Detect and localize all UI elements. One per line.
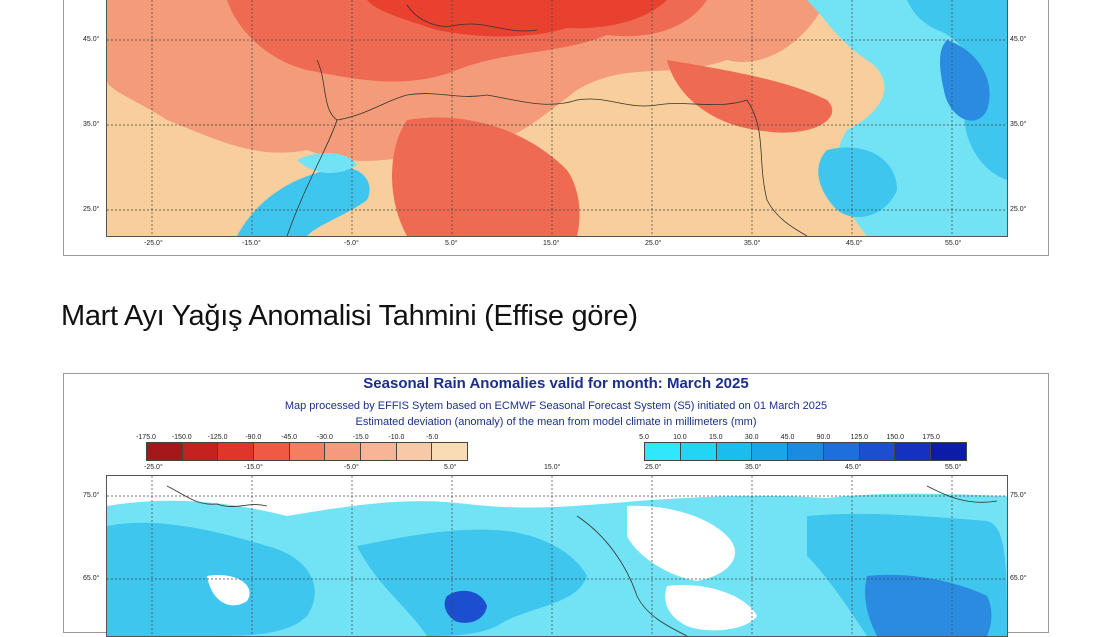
legend-label: -125.0 bbox=[207, 434, 228, 441]
rain-anomaly-panel: Seasonal Rain Anomalies valid for month:… bbox=[63, 373, 1049, 637]
legend-swatch bbox=[895, 443, 932, 460]
temperature-anomaly-map bbox=[106, 0, 1008, 237]
temperature-anomaly-graphic bbox=[107, 0, 1007, 236]
legend-label: -45.0 bbox=[281, 434, 298, 441]
legend-swatch bbox=[752, 443, 789, 460]
legend-label: 10.0 bbox=[673, 434, 687, 441]
top-lon-tick: 5.0° bbox=[445, 240, 458, 247]
top-lon-tick: 55.0° bbox=[945, 240, 962, 247]
top-lon-tick: 15.0° bbox=[543, 240, 560, 247]
top-lon-tick: 25.0° bbox=[645, 240, 662, 247]
positive-legend-labels: 5.0 10.0 15.0 30.0 45.0 90.0 125.0 150.0 175.0 bbox=[639, 434, 965, 444]
top-lat-tick-right: 45.0° bbox=[1010, 36, 1027, 43]
legend-swatch bbox=[182, 443, 219, 460]
legend-swatch bbox=[396, 443, 433, 460]
legend-label: 45.0 bbox=[780, 434, 795, 441]
legend-label: 90.0 bbox=[816, 434, 831, 441]
bottom-lon-tick: -5.0° bbox=[344, 464, 359, 471]
bottom-lat-tick-left: 75.0° bbox=[83, 492, 100, 499]
bottom-lon-tick: 15.0° bbox=[544, 464, 561, 471]
map-subtitle-units: Estimated deviation (anomaly) of the mea… bbox=[355, 416, 757, 428]
top-lon-tick: -15.0° bbox=[242, 240, 261, 247]
map-subtitle: Map processed by EFFIS Sytem based on EC… bbox=[284, 400, 828, 412]
legend-swatch bbox=[788, 443, 824, 460]
top-lon-tick: -5.0° bbox=[344, 240, 359, 247]
legend-label: -15.0 bbox=[352, 434, 369, 441]
top-lon-tick: 35.0° bbox=[744, 240, 761, 247]
legend-label: -5.0 bbox=[426, 434, 439, 441]
negative-legend-labels: -175.0 -150.0 -125.0 -90.0 -45.0 -30.0 -15.0 -1… bbox=[136, 434, 466, 444]
legend-label: 150.0 bbox=[886, 434, 904, 441]
bottom-lon-tick: 55.0° bbox=[945, 464, 962, 471]
top-lat-tick-right: 25.0° bbox=[1010, 206, 1027, 213]
bottom-lon-tick: 45.0° bbox=[845, 464, 862, 471]
bottom-lon-tick: 35.0° bbox=[745, 464, 762, 471]
legend-swatch bbox=[931, 443, 967, 460]
legend-label: -175.0 bbox=[136, 434, 156, 441]
negative-legend bbox=[146, 442, 468, 461]
legend-swatch bbox=[147, 443, 183, 460]
top-lon-tick: 45.0° bbox=[846, 240, 863, 247]
legend-swatch bbox=[325, 443, 362, 460]
legend-swatch bbox=[680, 443, 717, 460]
positive-legend bbox=[644, 442, 967, 461]
top-lat-tick-left: 25.0° bbox=[83, 206, 100, 213]
legend-label: -90.0 bbox=[245, 434, 262, 441]
legend-swatch bbox=[823, 443, 860, 460]
top-map-panel: -25.0° -15.0° -5.0° 5.0° 15.0° 25.0° 35.… bbox=[63, 0, 1049, 256]
legend-swatch bbox=[218, 443, 255, 460]
legend-swatch bbox=[289, 443, 326, 460]
bottom-lon-tick: 25.0° bbox=[645, 464, 662, 471]
top-lat-tick-right: 35.0° bbox=[1010, 121, 1027, 128]
bottom-lat-tick-right: 75.0° bbox=[1010, 492, 1027, 499]
legend-label: 15.0 bbox=[708, 434, 723, 441]
top-lat-tick-left: 45.0° bbox=[83, 36, 100, 43]
legend-label: -10.0 bbox=[388, 434, 405, 441]
map-title: Seasonal Rain Anomalies valid for month:… bbox=[363, 375, 749, 392]
rain-anomaly-map bbox=[106, 475, 1008, 637]
top-lon-tick: -25.0° bbox=[144, 240, 163, 247]
legend-swatch bbox=[361, 443, 397, 460]
legend-label: 125.0 bbox=[850, 434, 869, 441]
legend-label: -30.0 bbox=[316, 434, 333, 441]
section-heading: Mart Ayı Yağış Anomalisi Tahmini (Effise… bbox=[61, 300, 638, 332]
legend-label: -150.0 bbox=[171, 434, 192, 441]
top-lat-tick-left: 35.0° bbox=[83, 121, 100, 128]
legend-swatch bbox=[254, 443, 290, 460]
legend-swatch bbox=[432, 443, 468, 460]
rain-anomaly-graphic bbox=[107, 476, 1007, 636]
legend-swatch bbox=[859, 443, 896, 460]
legend-swatch bbox=[645, 443, 681, 460]
bottom-lat-tick-right: 65.0° bbox=[1010, 575, 1027, 582]
legend-label: 30.0 bbox=[744, 434, 759, 441]
bottom-lon-tick: -15.0° bbox=[244, 464, 263, 471]
bottom-lat-tick-left: 65.0° bbox=[83, 575, 100, 582]
legend-swatch bbox=[716, 443, 753, 460]
legend-label: 175.0 bbox=[922, 434, 940, 441]
legend-label: 5.0 bbox=[639, 434, 649, 441]
bottom-lon-tick: -25.0° bbox=[144, 464, 163, 471]
bottom-lon-tick: 5.0° bbox=[444, 464, 457, 471]
